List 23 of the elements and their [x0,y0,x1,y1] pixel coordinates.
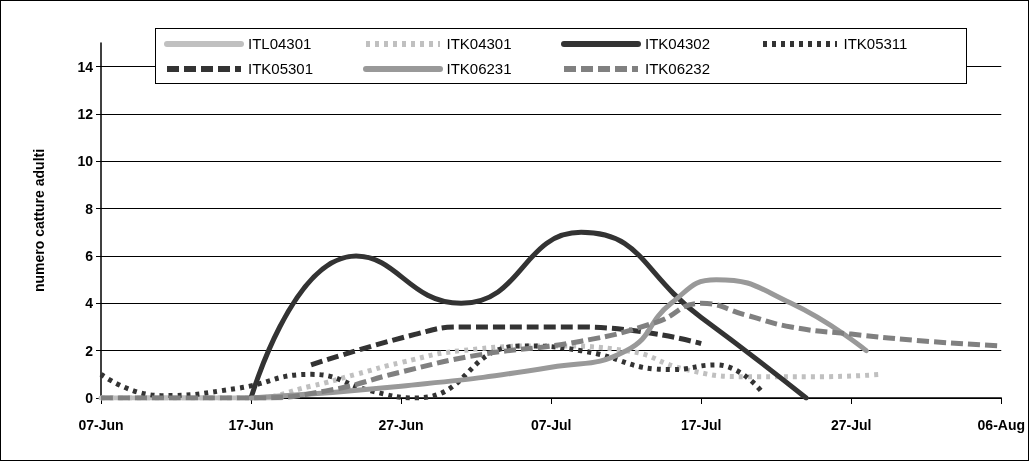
y-tick-label: 4 [85,295,94,312]
y-tick-label: 10 [77,153,94,170]
y-tick-label: 8 [85,200,94,217]
legend-label: ITK06231 [446,60,512,77]
x-tick-label: 17-Jun [228,417,274,433]
legend-label: ITK05311 [843,35,908,52]
legend-label: ITK06232 [645,60,711,77]
legend-label: ITK04301 [446,35,512,52]
y-tick-label: 6 [85,248,94,264]
legend-label: ITK05301 [248,60,314,77]
x-tick-label: 06-Aug [977,417,1025,433]
y-tick-label: 12 [77,106,94,122]
y-tick-label: 0 [85,390,94,406]
x-tick-label: 07-Jul [530,417,572,433]
y-axis-title: numero catture adulti [31,148,47,293]
y-tick-label: 14 [77,58,94,75]
x-tick-label: 27-Jun [378,417,424,433]
x-tick-label: 07-Jun [78,417,124,433]
legend-label: ITL04301 [248,35,312,52]
y-tick-label: 2 [85,342,94,359]
x-tick-label: 17-Jul [680,417,722,433]
legend-label: ITK04302 [645,35,711,52]
x-tick-label: 27-Jul [831,417,872,433]
